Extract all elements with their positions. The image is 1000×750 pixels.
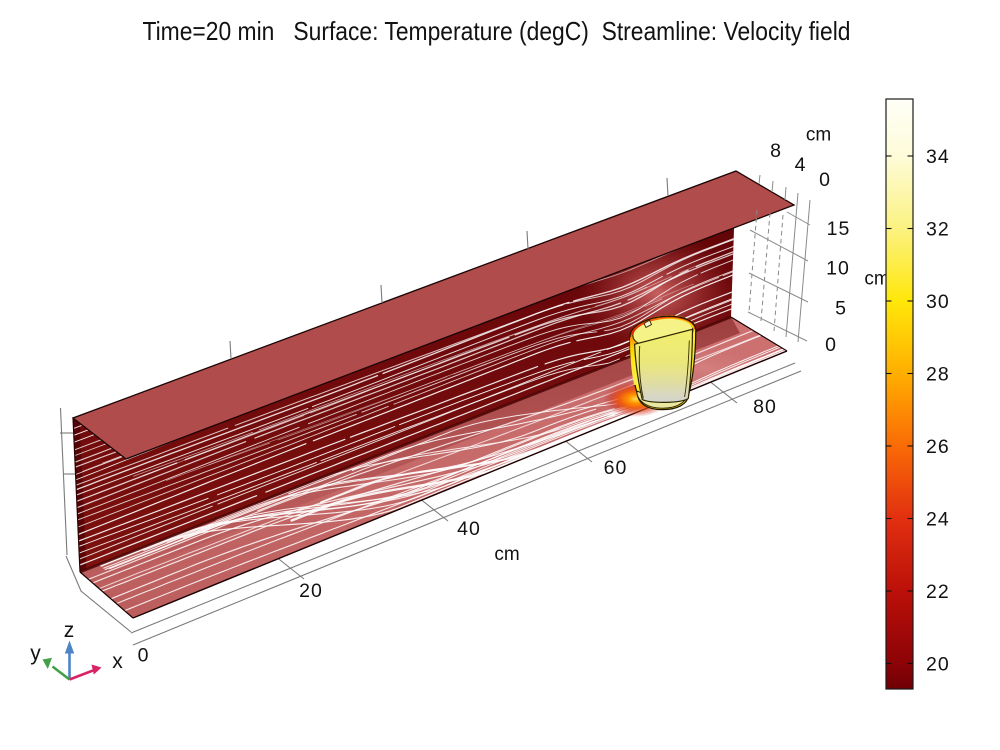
svg-text:8: 8 <box>770 140 781 162</box>
svg-text:24: 24 <box>926 509 950 531</box>
svg-text:cm: cm <box>864 269 889 290</box>
svg-text:20: 20 <box>299 580 323 602</box>
svg-text:4: 4 <box>795 154 806 176</box>
svg-text:cm: cm <box>494 544 519 565</box>
svg-text:y: y <box>30 642 41 665</box>
svg-text:15: 15 <box>827 218 851 240</box>
svg-text:30: 30 <box>926 291 950 313</box>
svg-text:z: z <box>64 619 75 642</box>
svg-text:0: 0 <box>819 169 830 191</box>
svg-text:40: 40 <box>457 518 481 540</box>
svg-text:5: 5 <box>835 298 846 320</box>
svg-text:Time=20 min Surface: Tempera: Time=20 min Surface: Temperature (degC) … <box>143 16 851 46</box>
svg-text:60: 60 <box>604 457 628 479</box>
svg-text:20: 20 <box>926 654 950 676</box>
svg-text:32: 32 <box>926 219 950 241</box>
svg-text:22: 22 <box>926 581 950 603</box>
svg-text:x: x <box>112 650 123 673</box>
svg-text:10: 10 <box>826 258 850 280</box>
svg-text:26: 26 <box>926 436 950 458</box>
svg-text:34: 34 <box>926 146 950 168</box>
svg-text:cm: cm <box>806 125 831 146</box>
svg-text:28: 28 <box>926 364 950 386</box>
svg-text:0: 0 <box>138 645 149 667</box>
svg-text:0: 0 <box>825 334 836 356</box>
svg-text:80: 80 <box>753 396 777 418</box>
